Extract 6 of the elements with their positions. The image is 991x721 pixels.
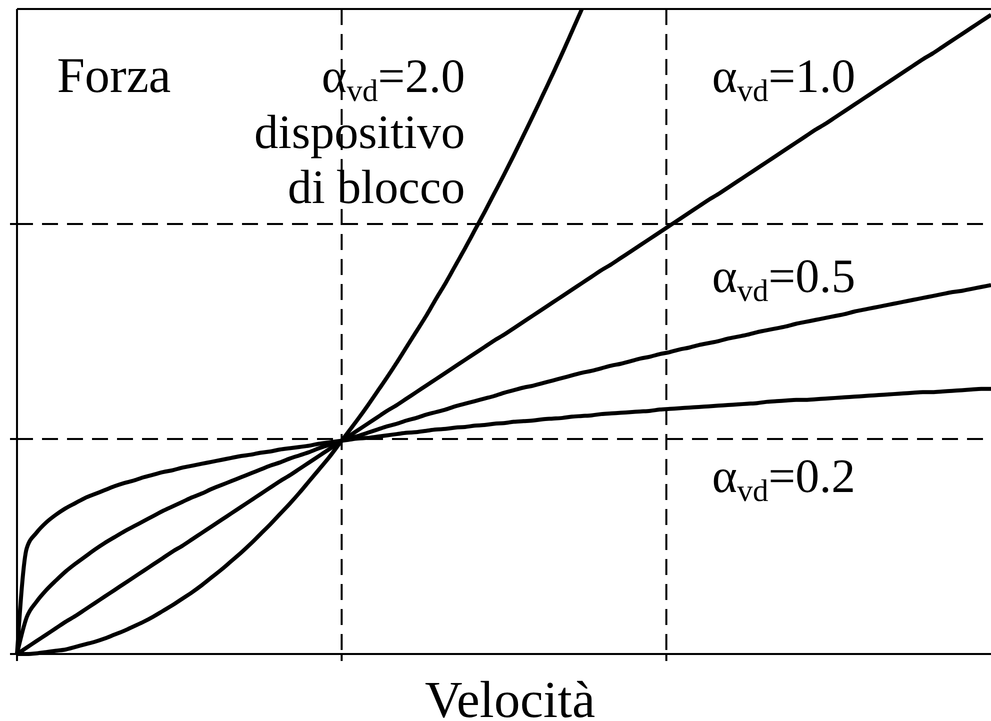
annotation: dispositivo di blocco <box>254 106 465 214</box>
x-axis-title: Velocità <box>424 672 596 721</box>
y-axis-title: Forza <box>57 47 171 103</box>
series-label: α$_{vd}$=0.5 <box>712 250 856 308</box>
series-label: α$_{vd}$=1.0 <box>712 50 856 108</box>
series-label: α$_{vd}$=0.2 <box>712 450 856 508</box>
